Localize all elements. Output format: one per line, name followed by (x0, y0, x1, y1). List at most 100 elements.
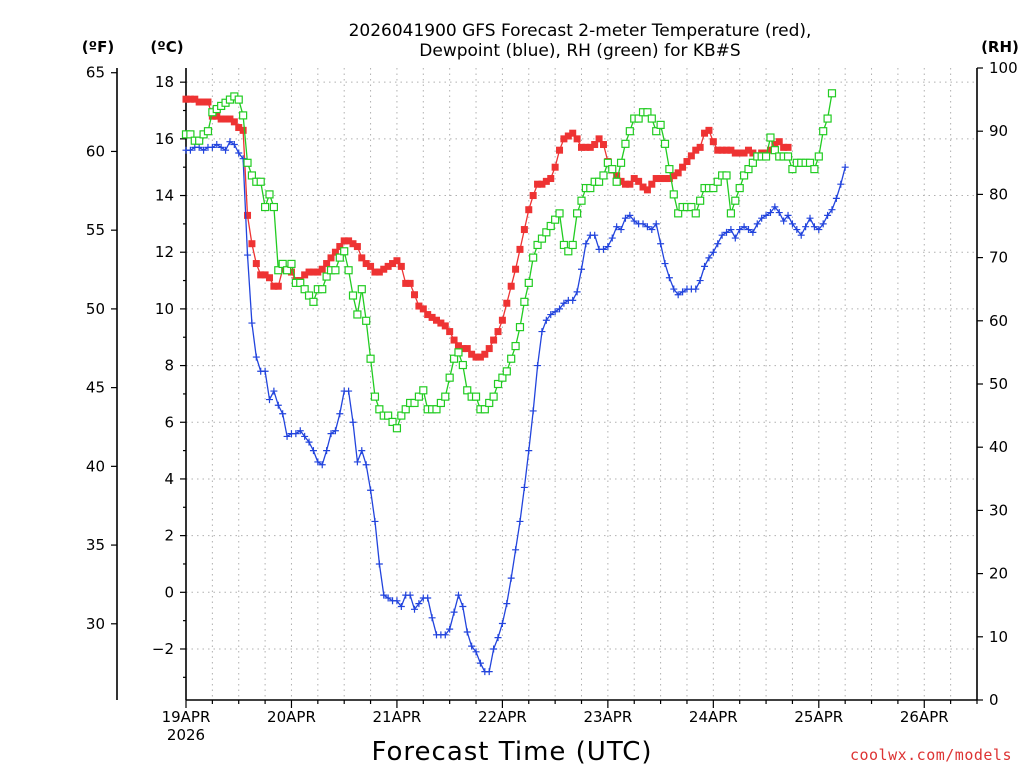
dewpoint-point (582, 240, 590, 248)
rh-point (357, 285, 366, 294)
rh-point (551, 215, 560, 224)
rh-point (674, 209, 683, 218)
temperature-point (643, 186, 651, 194)
dewpoint-point (393, 597, 401, 605)
temperature-point (714, 146, 722, 154)
rh-tick-label: 60 (989, 312, 1008, 330)
dewpoint-point (239, 155, 247, 163)
dewpoint-point (186, 146, 194, 154)
dewpoint-point (639, 220, 647, 228)
temperature-point (331, 248, 339, 256)
temperature-point (595, 135, 603, 143)
temperature-point (744, 146, 752, 154)
rh-point (533, 240, 542, 250)
rh-point (340, 247, 349, 256)
fahrenheit-tick-label: 40 (86, 457, 105, 475)
dewpoint-point (762, 211, 770, 219)
dewpoint-point (415, 600, 423, 608)
dewpoint-point (450, 608, 458, 616)
dewpoint-point (753, 220, 761, 228)
dewpoint-point (709, 248, 717, 256)
rh-point (502, 367, 511, 376)
rh-point (731, 196, 740, 205)
rh-point (761, 152, 771, 161)
rh-point (463, 386, 472, 395)
temperature-point (244, 211, 252, 219)
x-tick-sublabel: 2026 (167, 726, 205, 744)
temperature-point (635, 177, 643, 185)
temperature-point (213, 112, 221, 120)
rh-point (392, 424, 402, 433)
rh-point (348, 291, 358, 300)
rh-point (660, 139, 670, 148)
rh-point (511, 341, 520, 351)
rh-point (309, 297, 318, 306)
rh-point (296, 278, 305, 287)
dewpoint-point (327, 430, 335, 438)
rh-point (458, 360, 467, 370)
rh-point (647, 114, 656, 123)
rh-tick-label: 70 (989, 249, 1008, 267)
rh-point (515, 323, 525, 332)
x-tick-label: 21APR (373, 708, 422, 726)
temperature-point (182, 95, 190, 103)
rh-point (819, 127, 828, 136)
dewpoint-point (731, 234, 739, 242)
dewpoint-point (701, 262, 709, 270)
temperature-point (437, 319, 445, 327)
rh-point (489, 392, 498, 401)
rh-point (687, 202, 696, 212)
temperature-line (186, 98, 788, 358)
dewpoint-point (604, 243, 612, 251)
fahrenheit-tick-label: 50 (86, 300, 105, 318)
rh-tick-label: 50 (989, 375, 1008, 393)
temperature-point (393, 257, 401, 265)
temperature-point (222, 115, 230, 123)
temperature-point (578, 143, 585, 151)
temperature-point (617, 177, 625, 185)
dewpoint-point (248, 319, 256, 327)
temperature-point (472, 353, 480, 361)
x-tick-label: 20APR (267, 708, 316, 726)
dewpoint-point (837, 180, 845, 188)
dewpoint-point (200, 146, 208, 154)
temperature-point (626, 180, 634, 188)
dewpoint-point (371, 517, 379, 525)
dewpoint-point (195, 143, 203, 151)
temperature-point (371, 268, 379, 276)
dewpoint-point (274, 401, 282, 409)
rh-point (586, 183, 595, 193)
temperature-point (411, 291, 419, 299)
dewpoint-point (244, 251, 252, 259)
x-tick-label: 25APR (794, 708, 843, 726)
dewpoint-point (261, 367, 269, 375)
rh-point (375, 405, 384, 414)
rh-point (559, 240, 569, 250)
rh-point (814, 152, 823, 161)
dewpoint-point (608, 234, 616, 242)
temperature-point (652, 175, 660, 183)
rh-point (265, 190, 274, 199)
rh-point (498, 373, 507, 382)
rh-point (577, 196, 586, 205)
temperature-point (314, 268, 322, 276)
temperature-point (318, 265, 326, 273)
temperature-point (476, 353, 484, 361)
rh-point (318, 285, 327, 294)
dewpoint-point (472, 648, 480, 656)
temperature-point (661, 175, 669, 183)
dewpoint-point (217, 143, 225, 151)
temperature-point (305, 268, 313, 276)
rh-point (388, 417, 397, 427)
temperature-point (257, 271, 265, 279)
rh-point (282, 266, 292, 275)
temperature-point (740, 149, 748, 157)
x-tick-label: 26APR (900, 708, 949, 726)
dewpoint-point (652, 220, 660, 228)
dewpoint-point (534, 362, 542, 370)
temperature-point (683, 158, 691, 166)
temperature-point (406, 279, 414, 287)
rh-point (441, 392, 450, 401)
temperature-point (591, 141, 599, 149)
dewpoint-point (208, 143, 216, 151)
